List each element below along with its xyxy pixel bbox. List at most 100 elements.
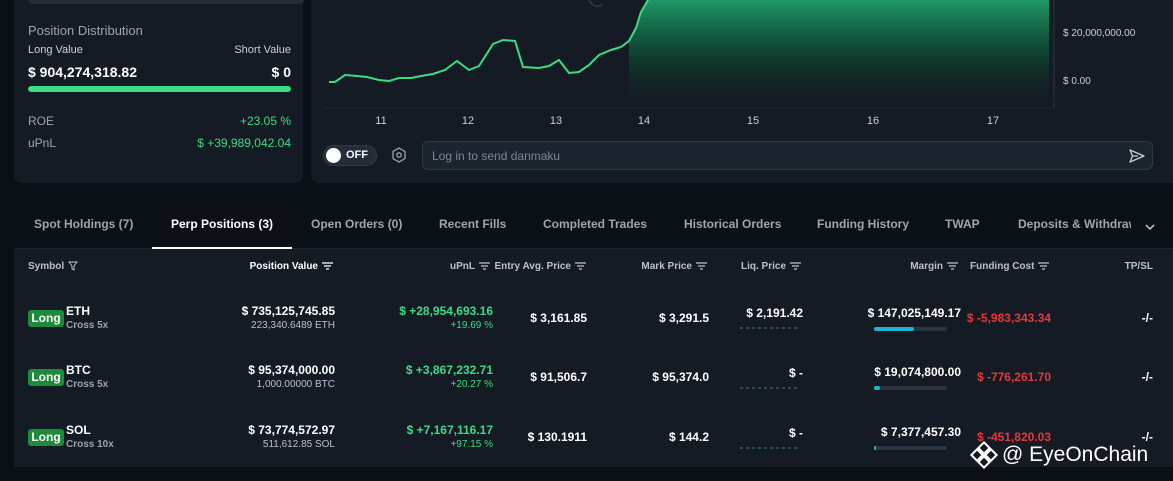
sort-lines-icon[interactable] (479, 262, 490, 270)
funding-cost: $ -776,261.70 (976, 370, 1051, 384)
pnl-chart[interactable] (311, 0, 1173, 140)
toggle-label: OFF (346, 149, 368, 161)
toggle-knob (326, 148, 341, 163)
funding-cost: $ -5,983,343.34 (966, 311, 1051, 325)
short-value-label: Short Value (234, 44, 291, 56)
header-entry-price-label: Entry Avg. Price (494, 261, 571, 272)
table-row-sol[interactable]: Long SOL Cross 10x $ 73,774,572.97 511,6… (14, 409, 1173, 469)
x-axis-label-16: 16 (866, 115, 880, 127)
position-size: 511,612.85 SOL (262, 439, 335, 450)
position-value: $ 73,774,572.97 (248, 423, 335, 437)
header-mark-price[interactable]: Mark Price (641, 261, 707, 272)
danmaku-input[interactable]: Log in to send danmaku (422, 141, 1153, 170)
margin-bar (874, 327, 947, 331)
position-value: $ 735,125,745.85 (241, 304, 335, 318)
tpsl[interactable]: -/- (1141, 370, 1153, 384)
sort-lines-icon[interactable] (322, 262, 333, 270)
send-icon[interactable] (1128, 147, 1146, 165)
side-badge: Long (28, 310, 64, 327)
margin-bar-fill (874, 327, 915, 331)
header-upnl-label: uPnL (450, 261, 475, 272)
roe-value: +23.05 % (239, 114, 291, 128)
tpsl[interactable]: -/- (1141, 430, 1153, 444)
header-tpsl: TP/SL (1124, 261, 1153, 272)
liq-distance-dots (740, 327, 800, 329)
margin-bar (874, 446, 947, 450)
leverage: Cross 5x (66, 320, 109, 331)
x-axis-label-15: 15 (746, 115, 760, 127)
sort-lines-icon[interactable] (1038, 262, 1050, 270)
header-margin[interactable]: Margin (910, 261, 958, 272)
tab-funding-history[interactable]: Funding History (817, 217, 909, 231)
tab-historical-orders[interactable]: Historical Orders (684, 217, 782, 231)
symbol-name[interactable]: ETH (66, 304, 90, 318)
long-value: $ 904,274,318.82 (28, 64, 137, 80)
roe-label: ROE (28, 114, 55, 128)
tab-spot-holdings[interactable]: Spot Holdings (7) (34, 217, 134, 231)
pnl-chart-panel: $ 20,000,000.00 $ 0.00 11 12 13 14 15 16… (311, 0, 1173, 183)
header-entry-price[interactable]: Entry Avg. Price (494, 261, 586, 272)
tab-completed-trades[interactable]: Completed Trades (543, 217, 648, 231)
position-value: $ 95,374,000.00 (248, 363, 335, 377)
position-distribution-title: Position Distribution (28, 23, 143, 38)
sort-lines-icon[interactable] (790, 262, 801, 270)
margin-bar (874, 386, 947, 390)
upnl-label: uPnL (28, 136, 57, 150)
header-position-value[interactable]: Position Value (250, 261, 333, 272)
header-liq-price[interactable]: Liq. Price (741, 261, 801, 272)
tab-twap[interactable]: TWAP (945, 217, 980, 231)
header-liq-price-label: Liq. Price (740, 261, 786, 272)
x-axis-label-17: 17 (986, 115, 1000, 127)
tab-perp-positions[interactable]: Perp Positions (3) (171, 217, 274, 231)
settings-hex-icon[interactable] (391, 147, 407, 163)
symbol-name[interactable]: SOL (66, 423, 91, 437)
header-position-value-label: Position Value (249, 261, 318, 272)
margin: $ 19,074,800.00 (874, 365, 961, 379)
sort-lines-icon[interactable] (575, 262, 586, 270)
header-upnl[interactable]: uPnL (450, 261, 490, 272)
y-axis-label-0: $ 0.00 (1063, 76, 1091, 87)
leverage: Cross 10x (66, 439, 114, 450)
sort-lines-icon[interactable] (696, 262, 707, 270)
mark-price: $ 144.2 (668, 430, 709, 444)
chevron-down-icon[interactable] (1143, 220, 1157, 234)
entry-price: $ 3,161.85 (530, 311, 587, 325)
entry-price: $ 91,506.7 (530, 370, 587, 384)
upnl-percent: +19.69 % (450, 320, 493, 331)
distribution-bar (28, 86, 291, 92)
side-badge: Long (28, 429, 64, 446)
positions-tabs: Spot Holdings (7) Perp Positions (3) Ope… (14, 207, 1173, 249)
header-mark-price-label: Mark Price (641, 261, 692, 272)
header-symbol[interactable]: Symbol (28, 261, 79, 272)
tpsl[interactable]: -/- (1141, 311, 1153, 325)
chart-area-fill (629, 0, 1049, 100)
y-axis-label-20m: $ 20,000,000.00 (1063, 28, 1136, 39)
long-value-label: Long Value (28, 44, 83, 56)
sort-lines-icon[interactable] (947, 262, 958, 270)
chart-line-ghost (588, 0, 604, 8)
leverage: Cross 5x (66, 379, 109, 390)
position-size: 1,000.00000 BTC (256, 379, 335, 390)
watermark: @ EyeOnChain (970, 441, 1148, 469)
tab-deposits-withdrawals[interactable]: Deposits & Withdraw (1018, 217, 1131, 231)
filter-funnel-icon[interactable] (68, 261, 79, 272)
upnl: $ +3,867,232.71 (405, 363, 493, 377)
funding-cost: $ -451,820.03 (976, 430, 1051, 444)
position-size: 223,340.6489 ETH (251, 320, 335, 331)
header-funding-cost[interactable]: Funding Cost (970, 261, 1050, 272)
x-axis-label-14: 14 (637, 115, 651, 127)
table-row-eth[interactable]: Long ETH Cross 5x $ 735,125,745.85 223,3… (14, 289, 1173, 349)
symbol-name[interactable]: BTC (66, 363, 91, 377)
margin: $ 7,377,457.30 (880, 425, 961, 439)
upnl-percent: +20.27 % (450, 379, 493, 390)
margin-bar-fill (874, 386, 880, 390)
active-tab-underline (152, 247, 292, 249)
danmaku-toggle[interactable]: OFF (323, 145, 377, 166)
tab-open-orders[interactable]: Open Orders (0) (311, 217, 403, 231)
table-row-btc[interactable]: Long BTC Cross 5x $ 95,374,000.00 1,000.… (14, 349, 1173, 409)
tab-recent-fills[interactable]: Recent Fills (439, 217, 507, 231)
margin: $ 147,025,149.17 (867, 306, 961, 320)
x-axis-label-13: 13 (549, 115, 563, 127)
x-axis-label-11: 11 (375, 115, 387, 127)
